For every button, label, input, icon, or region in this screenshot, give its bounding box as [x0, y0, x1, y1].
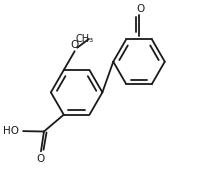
Text: HO: HO — [3, 126, 19, 136]
Text: O: O — [71, 40, 79, 50]
Text: O: O — [36, 154, 45, 164]
Text: CH₃: CH₃ — [76, 34, 94, 44]
Text: O: O — [136, 3, 144, 13]
